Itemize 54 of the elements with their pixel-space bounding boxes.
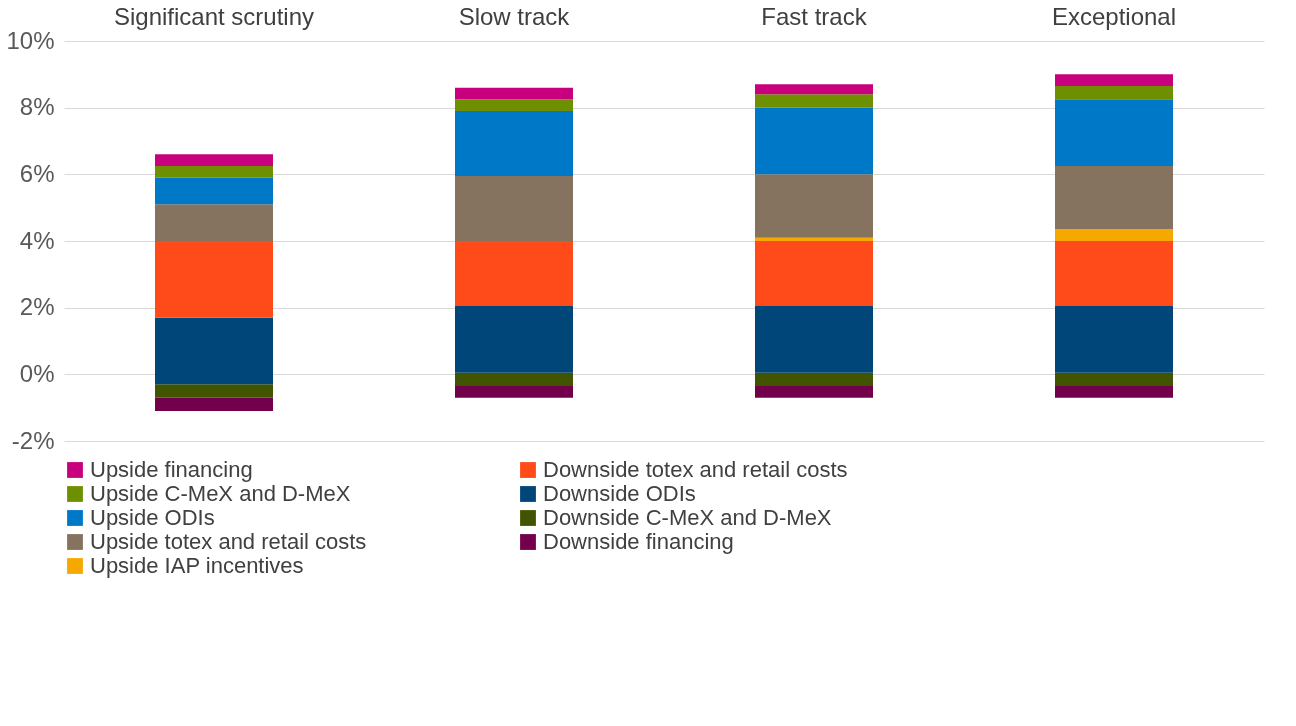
bar bbox=[1055, 229, 1173, 241]
bar bbox=[455, 99, 573, 111]
legend-label: Upside ODIs bbox=[90, 505, 215, 530]
bar bbox=[455, 372, 573, 386]
legend-label: Downside ODIs bbox=[543, 481, 696, 506]
bar bbox=[155, 384, 273, 398]
x-tick-label: Slow track bbox=[458, 2, 571, 30]
bar bbox=[755, 107, 873, 175]
bar bbox=[155, 317, 273, 385]
bar bbox=[1055, 99, 1173, 166]
bar bbox=[455, 87, 573, 100]
y-tick-label: 8% bbox=[19, 93, 55, 121]
bar bbox=[755, 306, 873, 373]
y-tick-label: 2% bbox=[19, 293, 55, 321]
y-tick-label: 6% bbox=[19, 159, 55, 187]
legend-label: Downside totex and retail costs bbox=[543, 457, 848, 482]
bar bbox=[1055, 241, 1173, 306]
bar bbox=[1055, 74, 1173, 86]
y-tick-label: -2% bbox=[11, 426, 55, 454]
bar bbox=[1055, 86, 1173, 100]
x-tick-label: Exceptional bbox=[1051, 2, 1177, 30]
bar bbox=[155, 166, 273, 178]
bar bbox=[755, 174, 873, 238]
y-tick-label: 10% bbox=[6, 26, 55, 54]
bar bbox=[155, 177, 273, 205]
bar bbox=[755, 94, 873, 108]
bar bbox=[1055, 306, 1173, 373]
y-tick-label: 4% bbox=[19, 226, 55, 254]
x-tick-label: Fast track bbox=[761, 2, 868, 30]
legend-label: Downside C-MeX and D-MeX bbox=[543, 505, 832, 530]
legend-label: Upside financing bbox=[90, 457, 253, 482]
bar bbox=[1055, 386, 1173, 398]
legend-label: Upside C-MeX and D-MeX bbox=[90, 481, 351, 506]
bar bbox=[755, 372, 873, 386]
legend-label: Upside IAP incentives bbox=[90, 553, 304, 578]
bar bbox=[155, 241, 273, 318]
bar bbox=[455, 306, 573, 373]
bar bbox=[455, 111, 573, 176]
bar bbox=[1055, 372, 1173, 386]
bar bbox=[755, 237, 873, 241]
bar bbox=[755, 84, 873, 95]
bar bbox=[455, 386, 573, 398]
bar bbox=[755, 386, 873, 398]
bar bbox=[755, 241, 873, 306]
bar bbox=[155, 154, 273, 166]
legend-label: Upside totex and retail costs bbox=[90, 529, 367, 554]
bar bbox=[455, 176, 573, 241]
bar bbox=[155, 204, 273, 241]
bar bbox=[155, 397, 273, 411]
y-tick-label: 0% bbox=[19, 359, 55, 387]
legend-label: Downside financing bbox=[543, 529, 734, 554]
x-tick-label: Significant scrutiny bbox=[113, 2, 315, 30]
bar bbox=[1055, 166, 1173, 230]
bar bbox=[455, 241, 573, 306]
